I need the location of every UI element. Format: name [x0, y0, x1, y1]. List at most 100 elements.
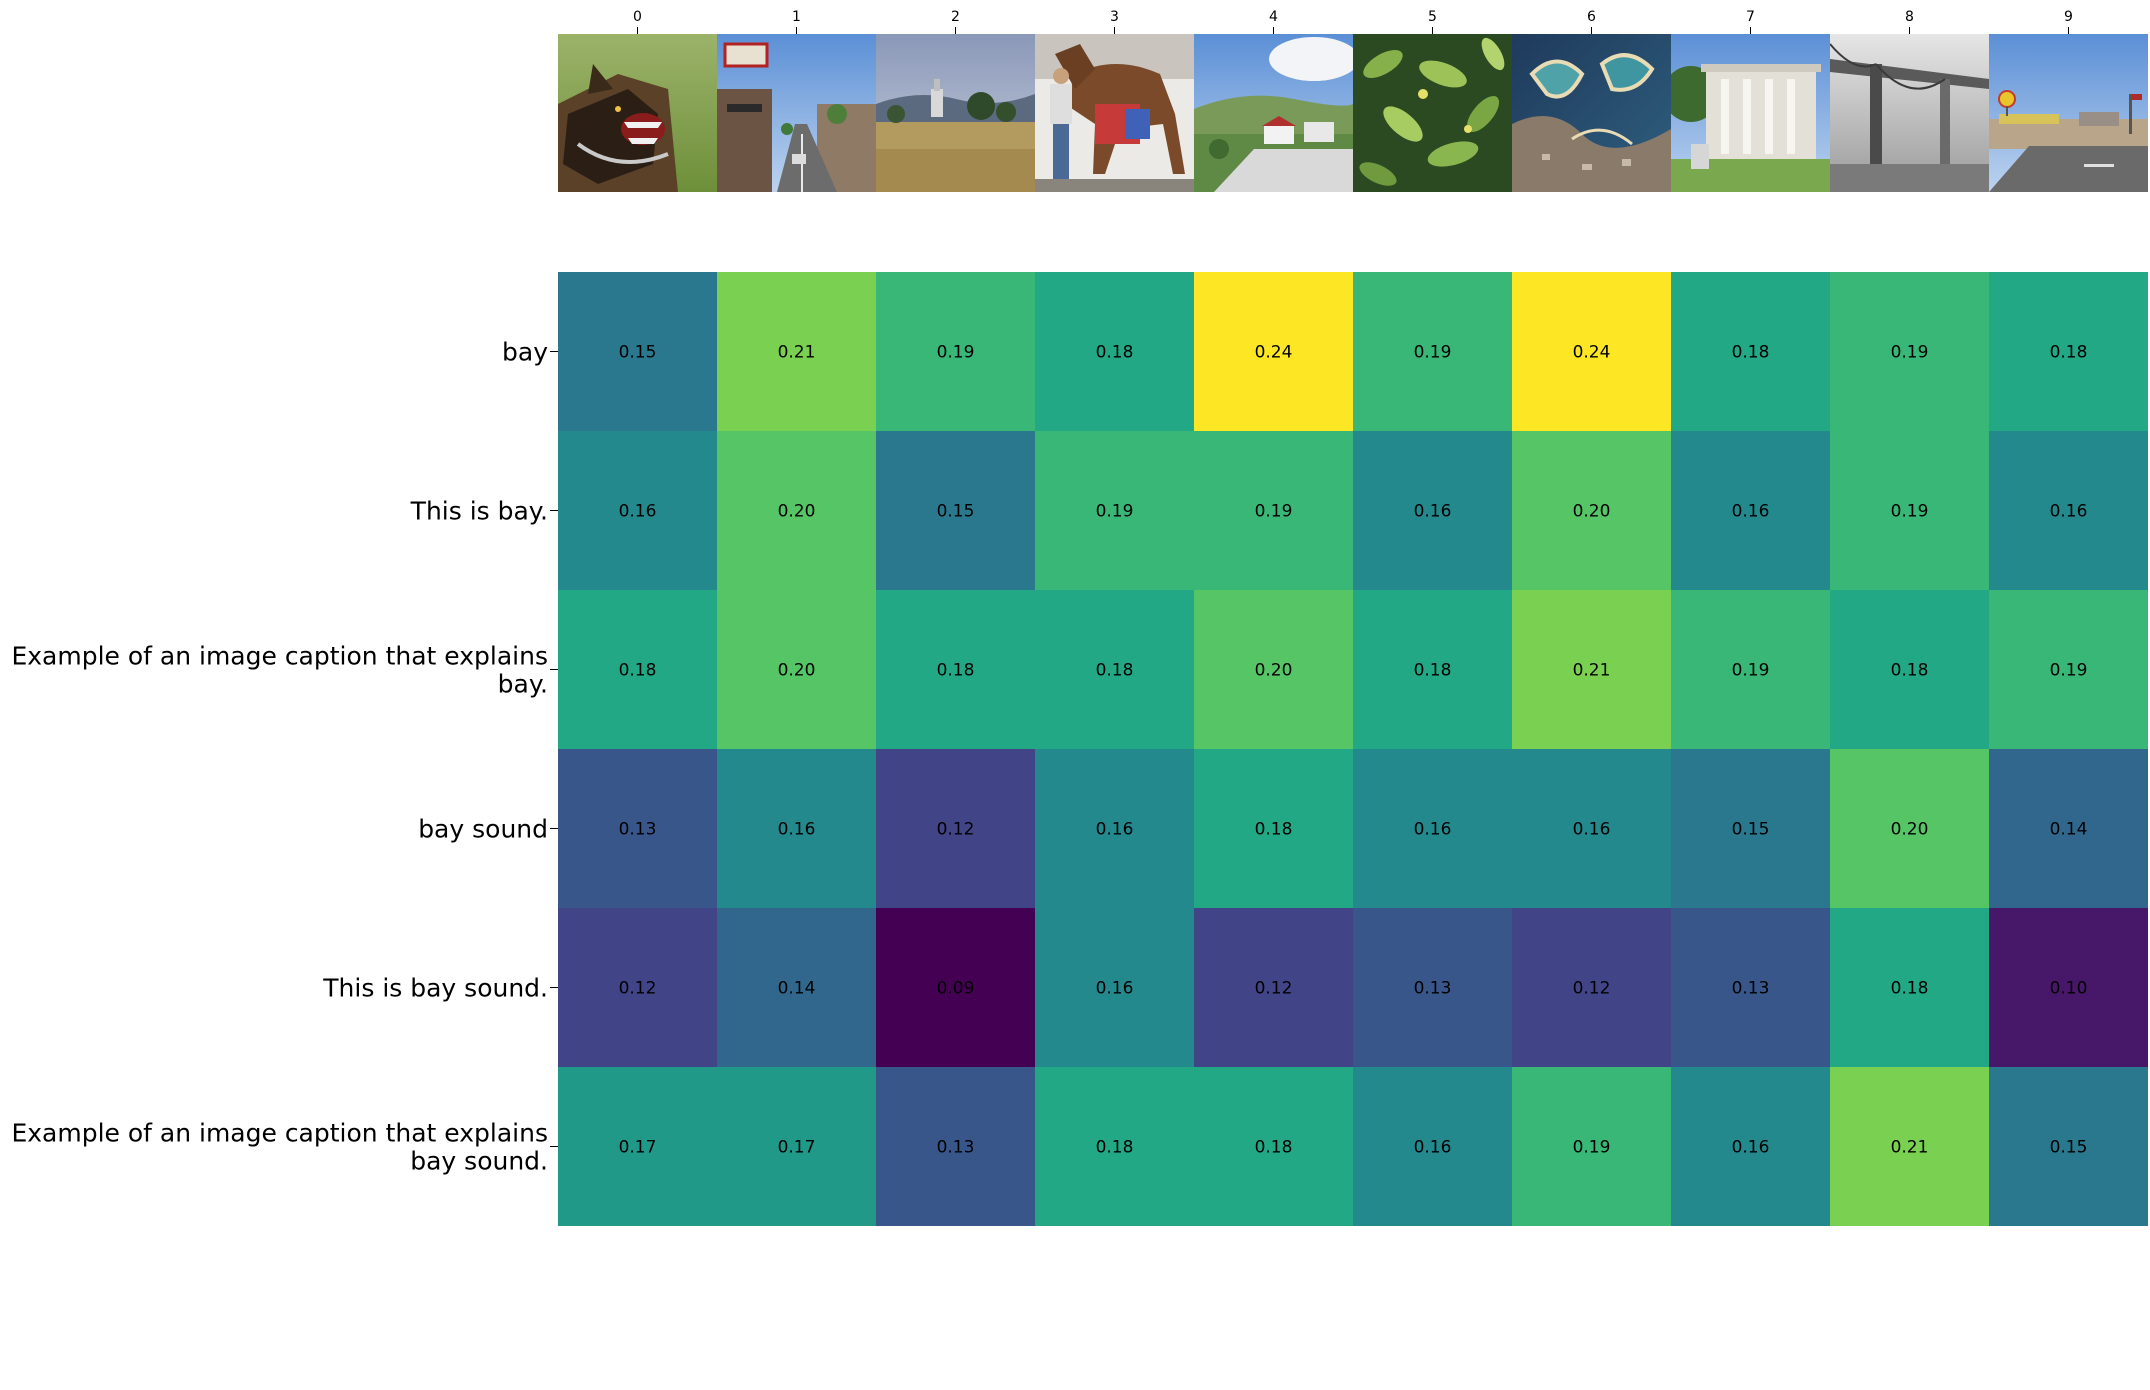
column-label-8: 8: [1905, 9, 1914, 25]
cell-value-label: 0.13: [1732, 979, 1770, 999]
heatmap-cell: [1353, 590, 1512, 749]
cell-value-label: 0.16: [1414, 820, 1452, 840]
row-label-line: This is bay sound.: [322, 974, 548, 1003]
column-label-1: 1: [792, 9, 801, 25]
heatmap-cell: [558, 908, 717, 1067]
row-label: bay sound: [418, 815, 548, 844]
heatmap-cell: [1035, 272, 1194, 431]
cell-value-label: 0.13: [1414, 979, 1452, 999]
cell-value-label: 0.24: [1255, 343, 1293, 363]
heatmap-cell: [558, 590, 717, 749]
grassland-with-trees-icon: [876, 34, 1035, 192]
cell-value-label: 0.17: [619, 1138, 657, 1158]
row-label-line: bay sound.: [410, 1147, 548, 1176]
cell-value-label: 0.16: [1573, 820, 1611, 840]
heatmap-cell: [1194, 272, 1353, 431]
cell-value-label: 0.18: [619, 661, 657, 681]
green-leaves-icon: [1353, 34, 1512, 192]
street-with-shop-signs-icon: [717, 34, 876, 192]
cell-value-label: 0.16: [1096, 820, 1134, 840]
row-label-line: bay.: [498, 670, 548, 699]
cell-value-label: 0.16: [778, 820, 816, 840]
heatmap-cell: [1194, 908, 1353, 1067]
cell-value-label: 0.18: [1732, 343, 1770, 363]
cell-value-label: 0.15: [1732, 820, 1770, 840]
heatmap-cell: [1671, 272, 1830, 431]
cell-value-label: 0.20: [778, 661, 816, 681]
cell-value-label: 0.19: [1891, 343, 1929, 363]
heatmap-cell: [876, 431, 1035, 590]
heatmap-cell: [1512, 431, 1671, 590]
column-image-strip: [558, 34, 2148, 192]
heatmap-cell: [1989, 590, 2148, 749]
heatmap-cell: [1512, 590, 1671, 749]
cell-value-label: 0.13: [937, 1138, 975, 1158]
heatmap-cell: [1035, 431, 1194, 590]
cell-value-label: 0.18: [1096, 1138, 1134, 1158]
cell-value-label: 0.16: [1732, 502, 1770, 522]
cell-value-label: 0.18: [1891, 979, 1929, 999]
cell-value-label: 0.24: [1573, 343, 1611, 363]
cell-value-label: 0.14: [2050, 820, 2088, 840]
column-label-4: 4: [1269, 9, 1278, 25]
column-labels: 0 1 2 3 4 5 6 7 8 9: [633, 9, 2073, 34]
cell-value-label: 0.19: [1096, 502, 1134, 522]
heatmap-cell: [1353, 749, 1512, 908]
cell-value-label: 0.19: [937, 343, 975, 363]
row-label-line: Example of an image caption that explain…: [11, 642, 548, 671]
cell-value-label: 0.16: [1096, 979, 1134, 999]
cell-value-label: 0.19: [1732, 661, 1770, 681]
columned-building-icon: [1671, 34, 1830, 192]
heatmap-cell: [1512, 1067, 1671, 1226]
heatmap-cell: [1353, 1067, 1512, 1226]
cell-value-label: 0.12: [1255, 979, 1293, 999]
column-label-2: 2: [951, 9, 960, 25]
column-label-3: 3: [1110, 9, 1119, 25]
heatmap-cell: [1512, 272, 1671, 431]
heatmap-cell: [717, 431, 876, 590]
cell-value-label: 0.12: [619, 979, 657, 999]
cell-value-label: 0.16: [2050, 502, 2088, 522]
cell-value-label: 0.18: [937, 661, 975, 681]
cell-value-label: 0.19: [2050, 661, 2088, 681]
bridge-in-fog-icon: [1830, 34, 1989, 192]
heatmap-cell: [1035, 1067, 1194, 1226]
heatmap-cell: [1989, 1067, 2148, 1226]
row-label: bay: [502, 338, 548, 367]
cell-value-label: 0.21: [1891, 1138, 1929, 1158]
heatmap-cell: [876, 1067, 1035, 1226]
cell-value-label: 0.13: [619, 820, 657, 840]
cell-value-label: 0.12: [937, 820, 975, 840]
row-label: Example of an image caption that explain…: [11, 642, 548, 699]
cell-value-label: 0.16: [1414, 1138, 1452, 1158]
cell-value-label: 0.19: [1891, 502, 1929, 522]
heatmap-cell: [1353, 908, 1512, 1067]
row-label-line: Example of an image caption that explain…: [11, 1119, 548, 1148]
heatmap-cell: [1353, 272, 1512, 431]
cell-value-label: 0.16: [1414, 502, 1452, 522]
cell-value-label: 0.18: [2050, 343, 2088, 363]
heatmap-cell: [558, 272, 717, 431]
heatmap-cell: [1194, 1067, 1353, 1226]
cell-value-label: 0.09: [937, 979, 975, 999]
cell-value-label: 0.18: [1255, 820, 1293, 840]
cell-value-label: 0.15: [937, 502, 975, 522]
heatmap-cell: [1353, 431, 1512, 590]
heatmap-cell: [1989, 272, 2148, 431]
row-label-line: This is bay.: [410, 497, 548, 526]
cell-value-label: 0.19: [1255, 502, 1293, 522]
hillside-village-icon: [1194, 34, 1353, 192]
cell-value-label: 0.16: [619, 502, 657, 522]
heatmap-cell: [1989, 431, 2148, 590]
cell-value-label: 0.10: [2050, 979, 2088, 999]
row-label: Example of an image caption that explain…: [11, 1119, 548, 1176]
heatmap-cell: [1035, 749, 1194, 908]
cell-value-label: 0.14: [778, 979, 816, 999]
cell-value-label: 0.18: [1255, 1138, 1293, 1158]
heatmap-cell: [1830, 272, 1989, 431]
cell-value-label: 0.18: [1096, 661, 1134, 681]
heatmap-cell: [1035, 908, 1194, 1067]
heatmap-grid: 0.15 0.21 0.19 0.18 0.24 0.19 0.24 0.18 0.19 0.18…: [558, 272, 2148, 1226]
heatmap-cell: [1671, 590, 1830, 749]
